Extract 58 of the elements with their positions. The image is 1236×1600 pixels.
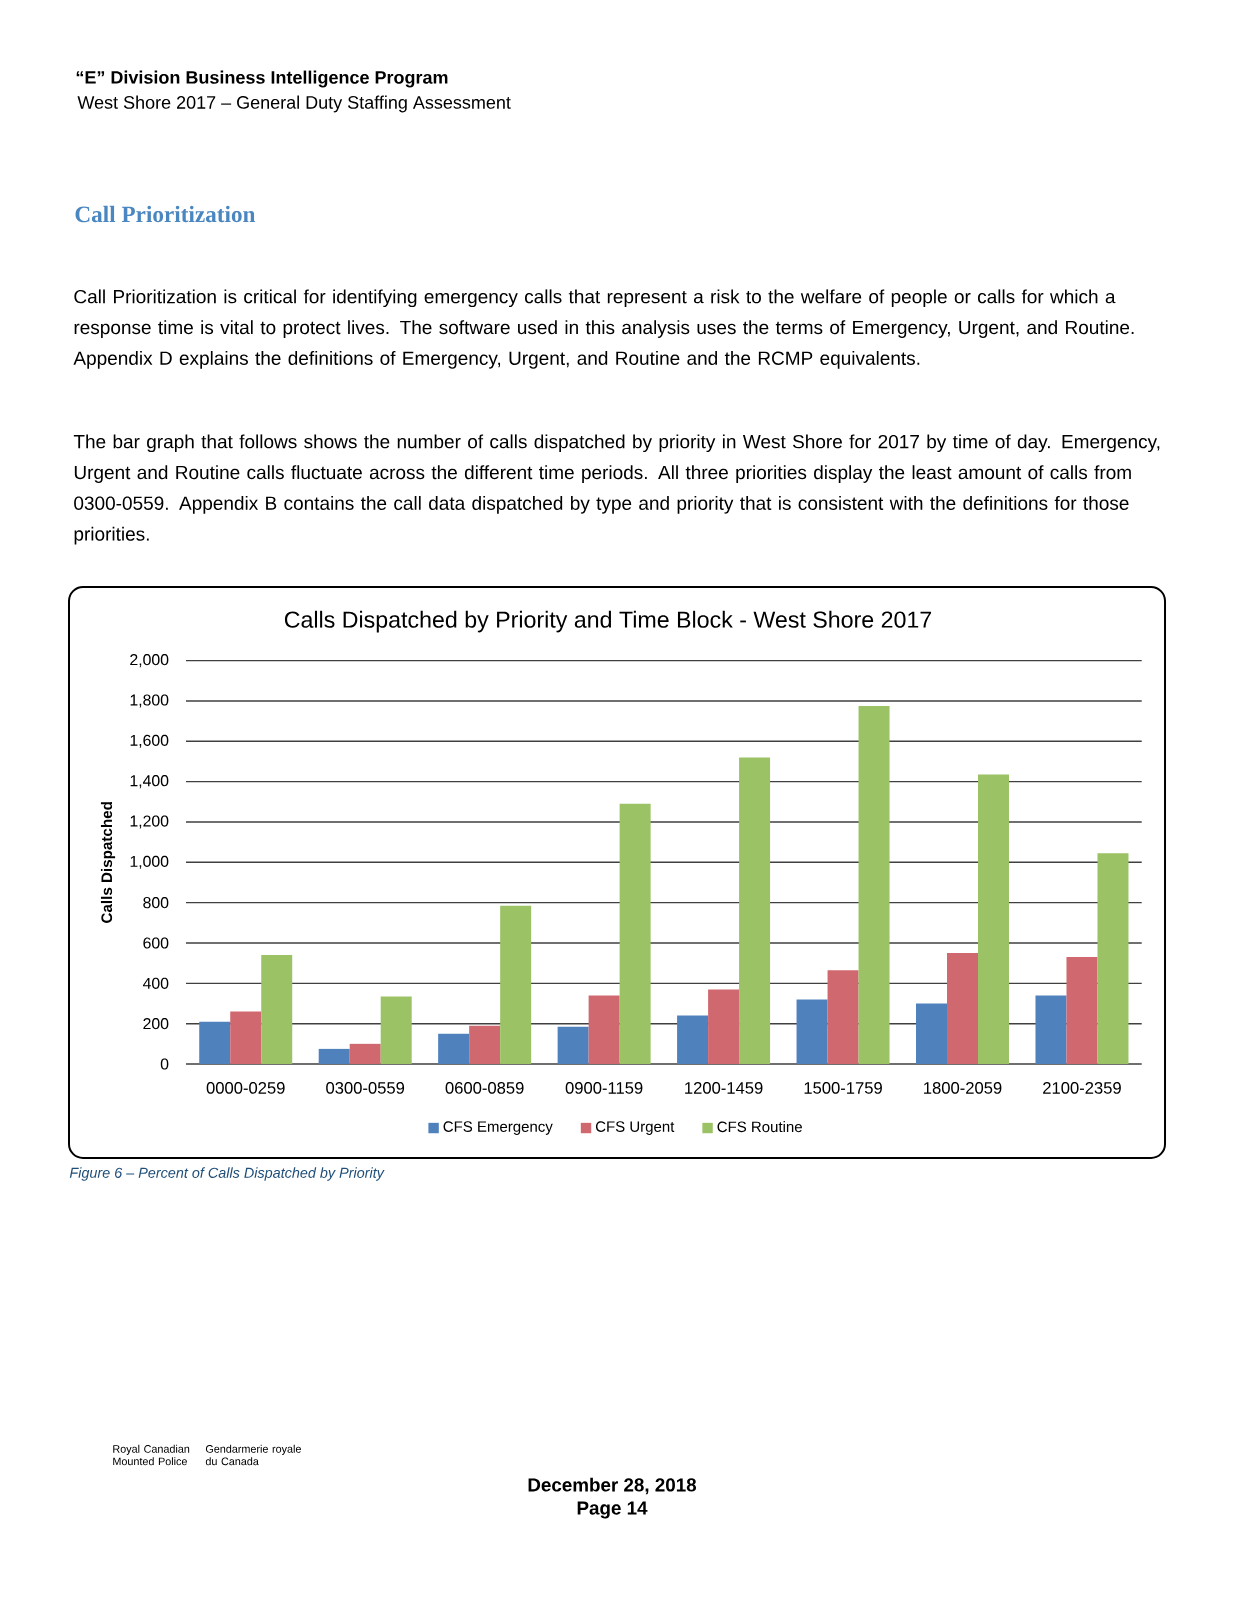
bar	[469, 1025, 501, 1065]
y-tick-label: 2,000	[130, 654, 169, 668]
bar	[619, 803, 651, 1065]
bar	[261, 955, 293, 1065]
y-tick-label: 1,800	[130, 694, 169, 708]
bar	[739, 757, 771, 1065]
y-tick-label: 1,400	[130, 775, 169, 789]
text: December 28, 2018	[528, 1477, 697, 1495]
legend-label: CFS Routine	[717, 1121, 802, 1133]
bar	[916, 1003, 948, 1065]
y-tick-label: 0	[160, 1058, 169, 1070]
bar	[947, 953, 979, 1065]
text: The bar graph that follows shows the number of calls dispatched by priority in West Shore for 2017 by time of day. Emergency, Urgent and Routine calls fluctuate across the different time periods. All three priorities display the least amount of calls from 0300-0559. Appendix B contains the call data dispatched by type and priority that is consistent with the definitions for those priorities.	[73, 434, 1160, 545]
y-tick-label: 400	[142, 977, 169, 989]
text: Gendarmerie royale du Canada	[205, 1444, 301, 1466]
bar	[1035, 995, 1067, 1065]
bar	[438, 1033, 470, 1065]
bar	[827, 970, 859, 1065]
legend-label: CFS Urgent	[595, 1121, 675, 1135]
bar	[708, 989, 740, 1065]
text: West Shore 2017 – General Duty Staffing Assessment	[77, 95, 511, 113]
x-tick-label: 0000-0259	[206, 1082, 285, 1094]
y-tick-label: 600	[143, 937, 169, 949]
x-tick-label: 2100-2359	[1043, 1082, 1121, 1094]
x-tick-label: 1500-1759	[804, 1082, 882, 1094]
bar	[588, 995, 620, 1065]
x-tick-label: 0300-0559	[326, 1082, 405, 1094]
x-tick-label: 1800-2059	[924, 1082, 1002, 1094]
bar	[796, 999, 828, 1065]
bar	[349, 1043, 381, 1065]
text: Call Prioritization is critical for identifying emergency calls that represent a risk to the welfare of people or calls for which a response time is vital to protect lives. The software used in this analysis uses the terms of Emergency, Urgent, and Routine. Appendix D explains the definitions of Emergency, Urgent, and Routine and the RCMP equivalents.	[73, 289, 1134, 369]
x-tick-label: 0600-0859	[445, 1082, 524, 1094]
bar	[557, 1026, 589, 1065]
bar	[230, 1011, 262, 1065]
bar	[858, 706, 890, 1065]
bar	[318, 1048, 350, 1065]
x-tick-label: 0900-1159	[565, 1082, 643, 1094]
bar	[380, 996, 412, 1065]
y-tick-label: 200	[143, 1018, 169, 1030]
caption: Figure 6 – Percent of Calls Dispatched by Priority	[69, 1167, 385, 1181]
bar	[500, 905, 532, 1065]
x-tick-label: 1200-1459	[685, 1082, 763, 1094]
y-tick-label: 1,600	[130, 734, 169, 748]
chart-title: Calls Dispatched by Priority and Time Block - West Shore 2017	[284, 610, 932, 633]
bar	[1097, 853, 1129, 1065]
bar	[978, 774, 1010, 1065]
legend-label: CFS Emergency	[443, 1121, 553, 1135]
y-tick-label: 1,200	[130, 815, 169, 829]
text: “E” Division Business Intelligence Program	[76, 70, 448, 88]
y-tick-label: 800	[143, 897, 169, 909]
bar	[677, 1015, 709, 1065]
bar	[1066, 957, 1098, 1065]
text: Call Prioritization	[75, 205, 256, 223]
y-tick-label: 1,000	[130, 855, 169, 869]
text: Royal Canadian Mounted Police	[113, 1444, 190, 1466]
bar	[199, 1021, 231, 1065]
text: Page 14	[577, 1501, 648, 1519]
y-axis-title: Calls Dispatched	[100, 802, 116, 923]
